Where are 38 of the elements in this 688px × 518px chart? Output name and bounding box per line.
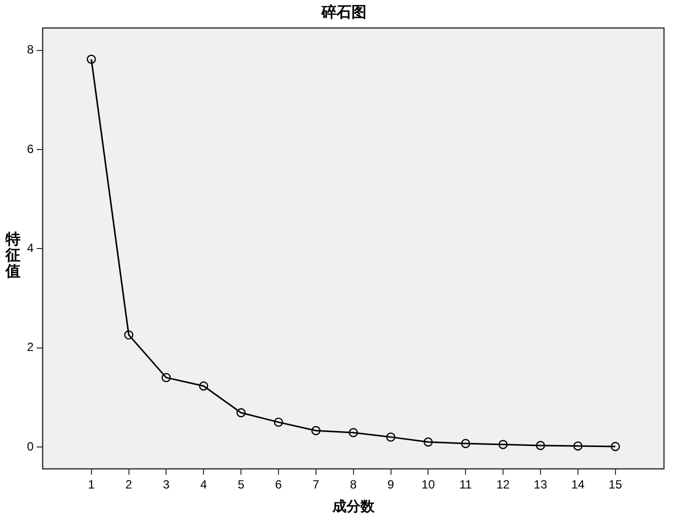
point (86, 54, 96, 64)
point (498, 440, 508, 450)
point (311, 426, 321, 436)
x-tick-label: 11 (459, 477, 472, 492)
x-tick-label: 3 (162, 477, 170, 492)
point (274, 418, 284, 427)
x-tick-label: 5 (238, 477, 245, 492)
y-tick-label: 8 (26, 42, 34, 57)
x-tick-label: 14 (571, 477, 585, 492)
x-tick-label: 12 (496, 477, 510, 492)
point (162, 372, 171, 382)
x-tick-label: 8 (350, 477, 357, 492)
point (610, 442, 620, 452)
y-tick-label: 6 (26, 142, 34, 156)
point (536, 440, 546, 450)
y-axis-title: 特征值 (4, 232, 22, 280)
x-tick-label: 7 (312, 477, 320, 492)
y-tick-label: 4 (26, 240, 34, 255)
x-tick-label: 10 (422, 477, 436, 492)
point (424, 437, 433, 447)
point (386, 432, 396, 442)
x-tick-label: 6 (275, 477, 282, 492)
point (461, 438, 470, 448)
x-tick-label: 1 (88, 477, 95, 492)
x-axis-title: 成分数 (331, 499, 376, 516)
point (573, 441, 583, 451)
point (348, 428, 358, 438)
x-tick-label: 9 (387, 477, 394, 492)
y-tick-label: 0 (26, 439, 34, 454)
x-tick-label: 13 (534, 477, 548, 492)
point (124, 330, 134, 340)
x-tick-label: 4 (200, 477, 208, 492)
y-tick-label: 2 (26, 340, 34, 354)
chart-title: 碎石图 (320, 2, 366, 21)
point (236, 408, 246, 418)
point (199, 381, 208, 391)
x-tick-label: 15 (608, 477, 622, 492)
x-tick-label: 2 (125, 477, 132, 492)
